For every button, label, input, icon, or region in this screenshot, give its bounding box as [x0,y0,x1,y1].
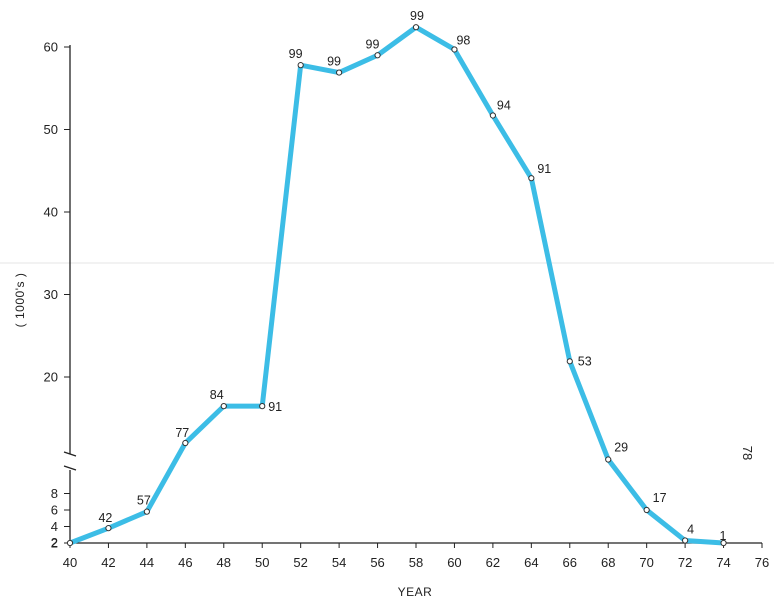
data-label: 99 [366,37,380,51]
page-number: 78 [740,446,755,460]
data-point [259,403,266,410]
y-tick-label: 4 [51,519,58,534]
data-label: 77 [175,426,189,440]
data-point [182,439,189,447]
data-point [643,506,650,514]
x-tick-label: 76 [755,555,769,570]
data-label: 1 [720,529,727,543]
data-label: 42 [98,511,112,525]
x-tick-label: 58 [409,555,423,570]
data-point [374,52,381,59]
x-tick-label: 62 [486,555,500,570]
data-label: 4 [687,523,694,537]
y-tick-label: 8 [51,486,58,501]
x-tick-label: 74 [716,555,730,570]
data-point [220,403,227,410]
data-point [297,62,304,69]
series-layer [67,24,727,546]
y-tick-label: 30 [44,287,58,302]
data-point [682,537,689,544]
data-point [66,539,74,547]
data-label: 99 [327,55,341,69]
data-label: 91 [268,400,282,414]
x-tick-label: 64 [524,555,538,570]
data-labels: 42 57 77 84 91 99 99 99 99 98 94 91 53 29 17 4 1 [98,9,726,543]
data-point [720,539,727,547]
axis-break-mark [63,451,77,471]
x-tick-label: 54 [332,555,346,570]
y-tick-label: 2 [51,535,58,550]
y-tick-label: 6 [51,503,58,518]
data-point [605,456,612,463]
x-tick-label: 56 [370,555,384,570]
x-axis-ticks: 40 42 44 46 48 50 52 54 56 58 60 62 64 66 68 70 72 74 76 [63,543,769,570]
x-tick-label: 68 [601,555,615,570]
x-tick-label: 70 [639,555,653,570]
data-label: 99 [289,47,303,61]
data-point [566,358,573,365]
data-points [66,24,727,547]
x-tick-label: 50 [255,555,269,570]
x-tick-label: 72 [678,555,692,570]
y-axis-title: ( 1000's ) [13,273,27,328]
x-tick-label: 44 [140,555,154,570]
x-tick-label: 52 [293,555,307,570]
data-point [489,112,496,119]
y-tick-label: 20 [44,370,58,385]
y-tick-label: 2 [51,536,58,551]
data-point [143,508,150,515]
data-label: 57 [137,494,151,508]
x-axis-title: YEAR [398,585,433,599]
data-point [336,69,343,76]
y-tick-label: 40 [44,205,58,220]
data-label: 94 [497,98,511,112]
x-tick-label: 66 [563,555,577,570]
data-point [105,525,112,532]
data-label: 84 [210,388,224,402]
data-label: 29 [614,441,628,455]
y-tick-label: 60 [44,40,58,55]
data-label: 98 [456,33,470,47]
data-label: 53 [578,354,592,368]
x-tick-label: 42 [101,555,115,570]
x-tick-label: 60 [447,555,461,570]
x-tick-label: 40 [63,555,77,570]
x-tick-label: 46 [178,555,192,570]
y-tick-label: 50 [44,122,58,137]
data-point [412,24,420,31]
data-label: 91 [537,162,551,176]
data-point [528,175,535,182]
series-line [67,24,727,546]
data-label: 17 [653,491,667,505]
data-label: 99 [410,9,424,23]
data-point [451,46,458,53]
x-tick-label: 48 [217,555,231,570]
